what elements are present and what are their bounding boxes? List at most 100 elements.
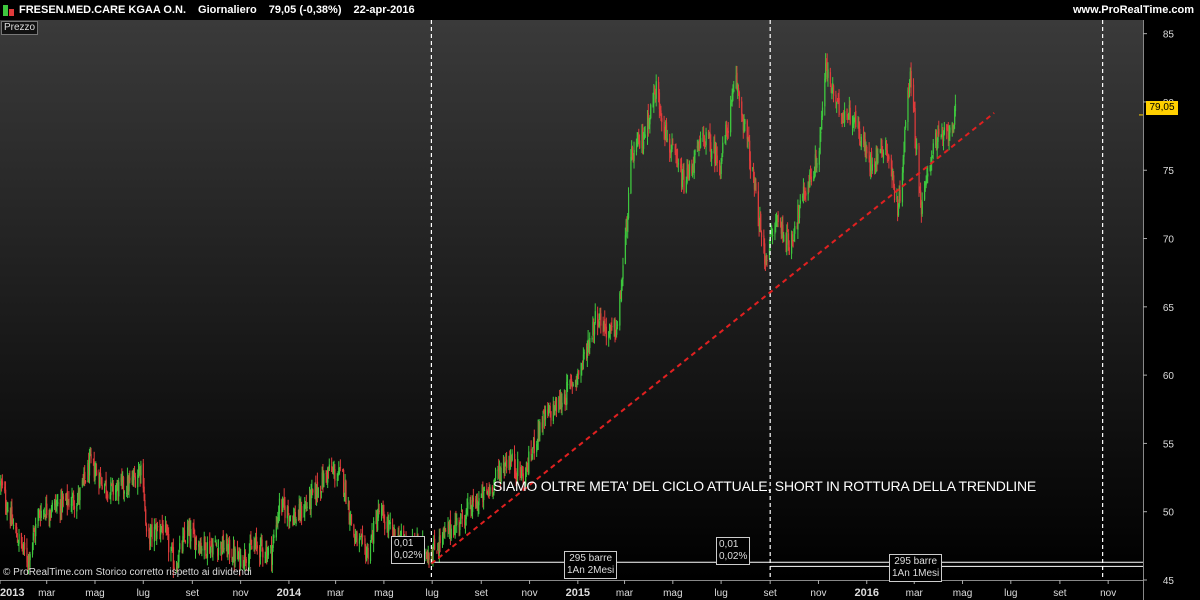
candle-body — [381, 509, 384, 511]
candle-body — [27, 554, 30, 566]
candle-body — [624, 235, 627, 264]
candle-body — [426, 553, 428, 559]
candle-body — [353, 524, 355, 536]
x-tick-label: mar — [906, 588, 924, 599]
candle-body — [112, 483, 114, 495]
candle-body — [132, 478, 134, 482]
y-axis-panel — [1143, 0, 1200, 600]
candle-body — [301, 506, 303, 519]
candle-body — [786, 229, 788, 252]
x-tick-label: mag — [374, 588, 393, 599]
candle-body — [566, 381, 568, 405]
candle-body — [621, 278, 623, 287]
candle-body — [848, 114, 850, 120]
candle-body — [100, 473, 102, 477]
candle-body — [299, 502, 301, 518]
candle-body — [616, 327, 618, 335]
candle-body — [631, 146, 633, 155]
candle-body — [952, 124, 954, 132]
candle-body — [766, 259, 768, 261]
candle-body — [306, 506, 308, 508]
candle-body — [43, 513, 46, 515]
candle-body — [932, 143, 934, 154]
candle-body — [210, 544, 213, 546]
candle-body — [572, 383, 574, 386]
candle-body — [576, 374, 578, 384]
candle-body — [877, 153, 879, 163]
site-link[interactable]: www.ProRealTime.com — [1072, 4, 1194, 16]
candle-body — [289, 515, 292, 517]
candle-body — [93, 461, 95, 478]
candle-body — [384, 521, 386, 530]
measure-box-bars-2[interactable]: 295 barre 1An 1Mesi — [889, 554, 943, 582]
candle-body — [528, 451, 530, 474]
candle-body — [87, 463, 89, 483]
candle-body — [229, 539, 231, 558]
measure-box-price-1[interactable]: 0,01 0,02% — [391, 536, 426, 564]
x-tick-label: set — [1053, 588, 1067, 599]
measure-box-line: 295 barre — [569, 553, 613, 564]
candle-body — [45, 503, 47, 518]
candle-body — [537, 420, 539, 442]
candle-body — [521, 469, 523, 479]
candle-body — [327, 467, 330, 471]
price-panel-label[interactable]: Prezzo — [1, 21, 39, 35]
candle-body — [56, 503, 58, 505]
candle-body — [840, 113, 843, 116]
candle-body — [763, 235, 765, 246]
candle-body — [821, 116, 823, 130]
candle-body — [616, 324, 619, 326]
candle-body — [334, 469, 336, 481]
candle-body — [550, 411, 552, 421]
candle-body — [39, 514, 42, 520]
candle-body — [348, 500, 350, 521]
candle-body — [654, 93, 657, 101]
candle-body — [187, 526, 189, 544]
candle-body — [50, 511, 53, 513]
candle-body — [810, 176, 813, 183]
candle-body — [567, 384, 569, 386]
chart-annotation[interactable]: SIAMO OLTRE META' DEL CICLO ATTUALE, SHO… — [493, 478, 1037, 494]
candle-body — [105, 479, 107, 493]
measure-box-price-2[interactable]: 0,01 0,02% — [716, 537, 751, 565]
candle-body — [255, 536, 258, 544]
candle-body — [691, 165, 693, 174]
candle-body — [864, 139, 866, 156]
candle-body — [930, 165, 932, 167]
candle-body — [681, 165, 683, 189]
candle-body — [503, 462, 505, 471]
candle-body — [275, 524, 277, 538]
candle-body — [564, 394, 566, 403]
candle-body — [81, 480, 84, 486]
candle-body — [713, 144, 715, 149]
candle-body — [605, 326, 608, 338]
candle-body — [194, 534, 196, 550]
candle-body — [259, 547, 261, 558]
candle-body — [4, 486, 6, 492]
candle-body — [760, 213, 762, 231]
candle-body — [364, 538, 366, 546]
title-bar: FRESEN.MED.CARE KGAA O.N. Giornaliero 79… — [0, 0, 1200, 20]
candle-body — [223, 548, 225, 550]
candle-body — [67, 500, 69, 505]
candle-body — [664, 132, 666, 138]
candle-body — [720, 162, 722, 175]
candle-body — [160, 526, 163, 530]
measure-box-bars-1[interactable]: 295 barre 1An 2Mesi — [564, 551, 618, 579]
candle-body — [193, 527, 195, 535]
candle-body — [704, 145, 706, 147]
candle-body — [559, 396, 562, 410]
candle-body — [730, 99, 733, 102]
candle-body — [98, 473, 100, 487]
candle-body — [171, 547, 173, 550]
candle-body — [870, 153, 872, 172]
candle-body — [791, 234, 794, 242]
candle-body — [521, 469, 524, 472]
candle-body — [373, 521, 375, 544]
candle-body — [70, 504, 72, 506]
candle-body — [719, 172, 722, 174]
candle-body — [600, 313, 602, 326]
candle-body — [430, 556, 433, 561]
candle-body — [888, 156, 890, 160]
candle-body — [333, 468, 335, 470]
